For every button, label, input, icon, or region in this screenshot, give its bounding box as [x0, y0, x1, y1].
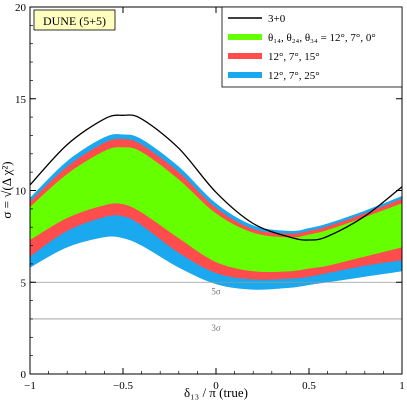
reference-lines: 5σ 3σ	[30, 281, 402, 333]
legend-label-2: 12°, 7°, 15°	[268, 51, 320, 63]
legend-label-3: 12°, 7°, 25°	[268, 70, 320, 82]
x-tick-label-3: 0.5	[302, 380, 316, 392]
axis-ticks	[29, 6, 403, 375]
x-tick-label-2: 0	[213, 380, 219, 392]
badge-text: DUNE (5+5)	[43, 14, 106, 28]
y-tick-label-2: 10	[15, 186, 27, 198]
x-tick-label-1: −0.5	[113, 380, 133, 392]
band-layer	[30, 134, 402, 290]
legend-label-1: θ₁₄, θ₂₄, θ₃₄ = 12°, 7°, 0°	[268, 32, 376, 44]
badge-box	[33, 9, 116, 31]
y-tick-label-1: 5	[21, 277, 27, 289]
legend-swatch-2	[228, 53, 262, 59]
x-tick-label-4: 1	[399, 380, 405, 392]
line-series-3-0	[30, 114, 402, 241]
x-axis-label: δ₁₃ / π (true)	[184, 385, 248, 400]
x-tick-label-0: −1	[24, 380, 36, 392]
legend-swatch-3	[228, 72, 262, 78]
experiment-badge: DUNE (5+5)	[33, 9, 116, 31]
reference-label-3: 3σ	[211, 323, 221, 333]
y-axis-label: σ = √(Δ χ²)	[0, 161, 14, 218]
y-tick-label-0: 0	[21, 369, 27, 381]
legend-swatch-1	[228, 34, 262, 40]
band-2-12-7-0	[30, 147, 402, 273]
legend: 3+0 θ₁₄, θ₂₄, θ₃₄ = 12°, 7°, 0° 12°, 7°, 1…	[221, 6, 403, 88]
line-layer	[30, 114, 402, 241]
reference-label-5: 5σ	[211, 286, 221, 296]
y-tick-label-3: 15	[15, 94, 27, 106]
y-tick-label-4: 20	[15, 2, 27, 14]
legend-label-0: 3+0	[268, 13, 286, 25]
